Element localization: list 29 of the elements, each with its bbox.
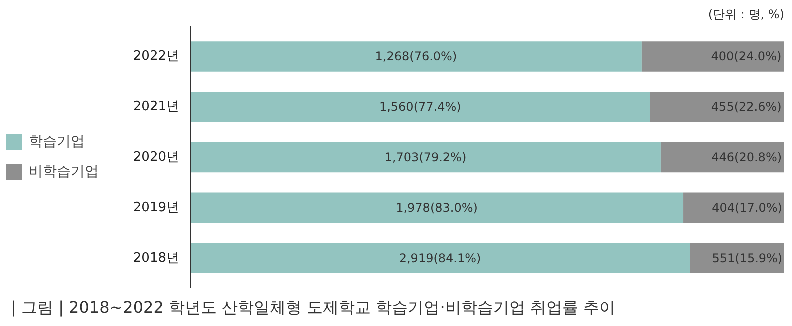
legend-label: 비학습기업 (29, 163, 99, 181)
data-label: 1,703(79.2%) (384, 150, 467, 164)
data-label: 2,919(84.1%) (399, 251, 482, 266)
data-label: 455(22.6%) (711, 100, 782, 114)
bar (190, 192, 684, 223)
bar (190, 92, 650, 122)
data-label: 551(15.9%) (712, 251, 783, 266)
bar (690, 243, 784, 274)
text: | 그림 | 2018~2022 학년도 산학일체형 도제학교 학습기업·비학습기업 취업률 추이 (11, 297, 616, 319)
data-label: 400(24.0%) (711, 50, 782, 64)
y-tick-label: 2022년 (133, 49, 180, 64)
y-tick-label: 2019년 (133, 200, 180, 216)
y-tick-label: 2020년 (133, 150, 180, 165)
data-label: 446(20.8%) (712, 150, 782, 164)
bar (190, 42, 642, 72)
data-label: 1,560(77.4%) (379, 100, 462, 114)
bar (660, 142, 784, 173)
data-label: 404(17.0%) (712, 200, 782, 215)
y-tick-label: 2021년 (133, 100, 180, 115)
text: (단위 : 명, %) (708, 8, 785, 22)
bar (642, 42, 784, 72)
bar (650, 92, 784, 122)
bar (684, 192, 784, 223)
data-label: 1,978(83.0%) (396, 200, 478, 215)
legend-label: 학습기업 (29, 133, 85, 151)
y-tick-label: 2018년 (133, 250, 180, 266)
bar (190, 142, 661, 173)
data-label: 1,268(76.0%) (375, 50, 458, 64)
bar (190, 243, 690, 274)
